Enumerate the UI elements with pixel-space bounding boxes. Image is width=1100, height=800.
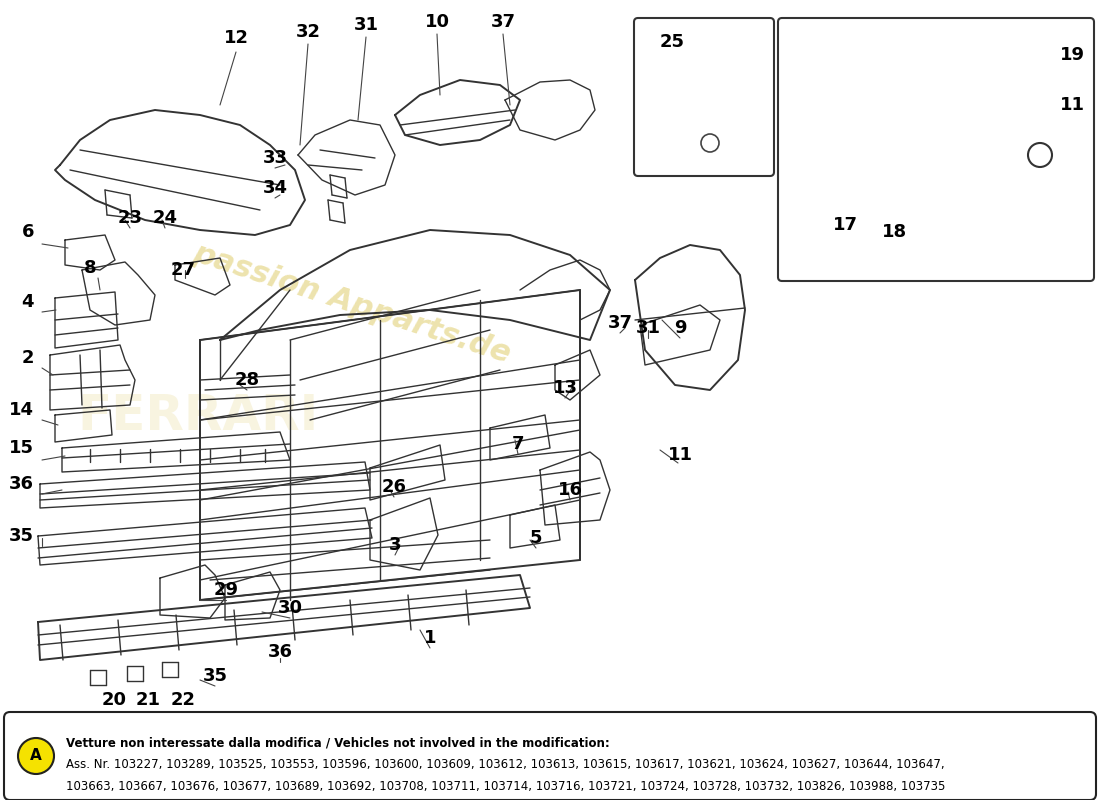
Text: 103663, 103667, 103676, 103677, 103689, 103692, 103708, 103711, 103714, 103716, : 103663, 103667, 103676, 103677, 103689, … xyxy=(66,780,945,793)
Text: 19: 19 xyxy=(1060,46,1085,64)
Text: 12: 12 xyxy=(223,29,249,47)
Text: 35: 35 xyxy=(9,527,34,545)
Text: 14: 14 xyxy=(9,401,34,419)
Text: 37: 37 xyxy=(607,314,632,332)
Text: Ass. Nr. 103227, 103289, 103525, 103553, 103596, 103600, 103609, 103612, 103613,: Ass. Nr. 103227, 103289, 103525, 103553,… xyxy=(66,758,945,771)
Text: 3: 3 xyxy=(388,536,401,554)
Text: 13: 13 xyxy=(552,379,578,397)
Text: 36: 36 xyxy=(267,643,293,661)
Text: 27: 27 xyxy=(170,261,196,279)
Text: 33: 33 xyxy=(263,149,287,167)
FancyBboxPatch shape xyxy=(634,18,774,176)
Text: 23: 23 xyxy=(118,209,143,227)
Text: 35: 35 xyxy=(202,667,228,685)
Text: 4: 4 xyxy=(22,293,34,311)
Text: 9: 9 xyxy=(673,319,686,337)
Text: 31: 31 xyxy=(353,16,378,34)
Text: 15: 15 xyxy=(9,439,34,457)
Text: 16: 16 xyxy=(558,481,583,499)
Text: 11: 11 xyxy=(668,446,693,464)
Text: 7: 7 xyxy=(512,435,525,453)
Text: 30: 30 xyxy=(277,599,302,617)
Text: 11: 11 xyxy=(1060,96,1085,114)
Circle shape xyxy=(18,738,54,774)
Text: passion Apparts.de: passion Apparts.de xyxy=(189,239,515,369)
Text: 8: 8 xyxy=(84,259,97,277)
Text: 18: 18 xyxy=(882,223,908,241)
Text: A: A xyxy=(30,749,42,763)
Text: 22: 22 xyxy=(170,691,196,709)
Text: 5: 5 xyxy=(530,529,542,547)
Text: 24: 24 xyxy=(153,209,177,227)
Text: 31: 31 xyxy=(636,319,660,337)
Text: 20: 20 xyxy=(101,691,127,709)
FancyBboxPatch shape xyxy=(778,18,1094,281)
Text: 25: 25 xyxy=(660,33,685,51)
Text: 6: 6 xyxy=(22,223,34,241)
Text: 21: 21 xyxy=(135,691,161,709)
Text: 10: 10 xyxy=(425,13,450,31)
FancyBboxPatch shape xyxy=(4,712,1096,800)
Text: 32: 32 xyxy=(296,23,320,41)
Text: 29: 29 xyxy=(213,581,239,599)
Text: 36: 36 xyxy=(9,475,34,493)
Text: 26: 26 xyxy=(382,478,407,496)
Text: 28: 28 xyxy=(234,371,260,389)
Text: FERRARI: FERRARI xyxy=(77,392,319,440)
Text: 37: 37 xyxy=(491,13,516,31)
Text: 2: 2 xyxy=(22,349,34,367)
Text: 1: 1 xyxy=(424,629,437,647)
Text: Vetture non interessate dalla modifica / Vehicles not involved in the modificati: Vetture non interessate dalla modifica /… xyxy=(66,736,609,749)
Text: 17: 17 xyxy=(833,216,858,234)
Text: 34: 34 xyxy=(263,179,287,197)
